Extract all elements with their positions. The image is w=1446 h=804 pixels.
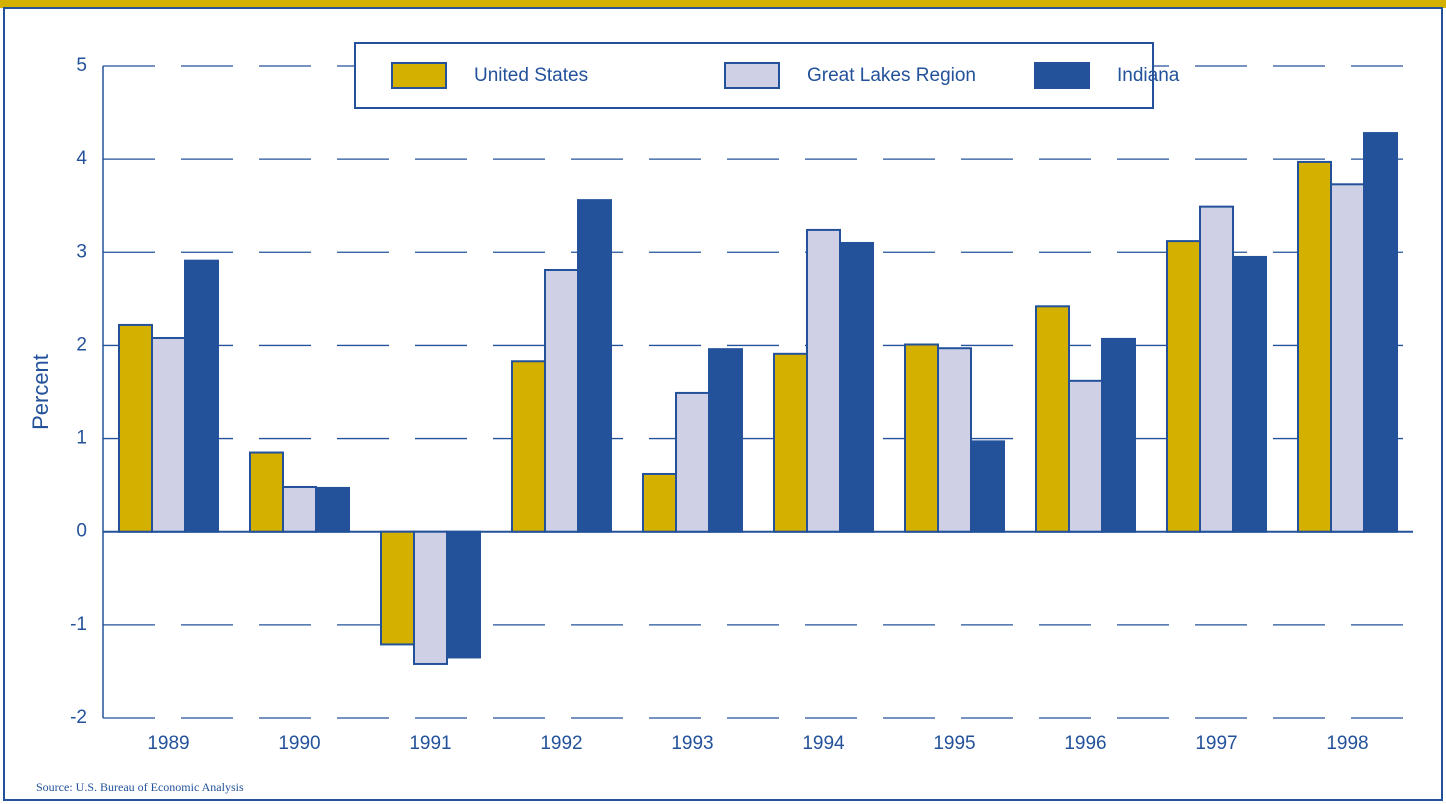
bar [118, 323, 153, 533]
bar [413, 530, 448, 665]
legend-label: Great Lakes Region [807, 65, 976, 86]
source-note: Source: U.S. Bureau of Economic Analysis [36, 780, 244, 794]
legend-label: United States [474, 65, 588, 86]
bar [708, 348, 743, 533]
x-tick-label: 1992 [540, 733, 582, 754]
y-axis-label: Percent [28, 354, 53, 430]
bar [1166, 240, 1201, 533]
bar [970, 440, 1005, 533]
y-tick-label: 0 [76, 521, 87, 542]
bar [1232, 255, 1267, 533]
bar [1199, 205, 1234, 533]
x-tick-label: 1997 [1195, 733, 1237, 754]
x-tick-label: 1995 [933, 733, 975, 754]
y-tick-label: 2 [76, 334, 87, 355]
bar [1101, 337, 1136, 533]
y-tick-label: -1 [70, 614, 87, 635]
bar [1297, 160, 1332, 533]
y-tick-label: 1 [76, 428, 87, 449]
bar [806, 228, 841, 533]
bar [904, 343, 939, 533]
legend-box [354, 42, 1154, 109]
legend-swatch [391, 62, 447, 89]
bar [282, 486, 317, 533]
top-band [0, 0, 1446, 8]
bar [315, 486, 350, 533]
y-tick-label: 3 [76, 241, 87, 262]
y-tick-label: 5 [76, 55, 87, 76]
bar [642, 472, 677, 533]
bar [1068, 379, 1103, 533]
bar [380, 530, 415, 646]
bar [839, 241, 874, 533]
frame [3, 7, 1443, 801]
bar [937, 347, 972, 533]
bar [184, 259, 219, 533]
bar [446, 530, 481, 659]
bar [249, 451, 284, 533]
x-tick-label: 1996 [1064, 733, 1106, 754]
x-tick-label: 1991 [409, 733, 451, 754]
bar [511, 360, 546, 533]
x-tick-label: 1989 [147, 733, 189, 754]
bar [1363, 132, 1398, 533]
y-tick-label: 4 [76, 148, 87, 169]
bar [544, 268, 579, 533]
bar [151, 336, 186, 533]
y-tick-label: -2 [70, 707, 87, 728]
x-tick-label: 1990 [278, 733, 320, 754]
legend-swatch [1034, 62, 1090, 89]
bar [675, 391, 710, 533]
x-tick-label: 1993 [671, 733, 713, 754]
x-tick-label: 1998 [1326, 733, 1368, 754]
legend-label: Indiana [1117, 65, 1180, 86]
bar [1330, 183, 1365, 533]
legend-swatch [724, 62, 780, 89]
bar [1035, 305, 1070, 533]
x-tick-label: 1994 [802, 733, 845, 754]
bar [773, 352, 808, 533]
bar [577, 199, 612, 533]
